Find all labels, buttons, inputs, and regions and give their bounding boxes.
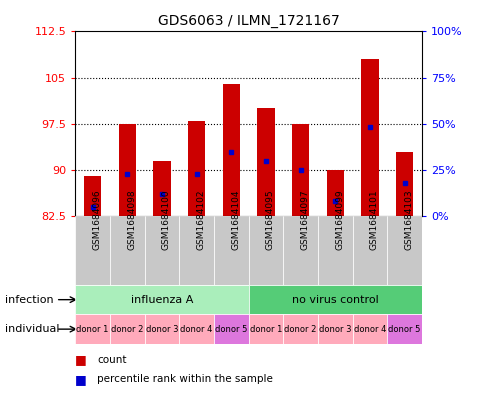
Bar [352, 216, 386, 285]
Text: donor 1: donor 1 [249, 325, 282, 334]
Bar [361, 59, 378, 216]
Text: donor 4: donor 4 [180, 325, 212, 334]
Bar [75, 216, 109, 285]
Bar [179, 216, 213, 285]
Text: donor 4: donor 4 [353, 325, 385, 334]
Bar [352, 314, 386, 344]
Bar [248, 285, 421, 314]
Text: influenza A: influenza A [130, 295, 193, 305]
Bar [109, 314, 144, 344]
Bar [326, 170, 343, 216]
Text: ■: ■ [75, 373, 87, 386]
Text: donor 3: donor 3 [145, 325, 178, 334]
Bar [248, 216, 283, 285]
Bar [318, 216, 352, 285]
Bar [318, 314, 352, 344]
Text: GSM1684099: GSM1684099 [334, 189, 344, 250]
Bar [75, 314, 109, 344]
Bar [144, 216, 179, 285]
Bar [213, 216, 248, 285]
Text: GSM1684097: GSM1684097 [300, 189, 309, 250]
Bar [144, 314, 179, 344]
Bar [179, 314, 213, 344]
Bar [248, 314, 283, 344]
Text: GSM1684103: GSM1684103 [404, 189, 413, 250]
Text: GSM1684096: GSM1684096 [92, 189, 101, 250]
Text: GSM1684102: GSM1684102 [196, 189, 205, 250]
Bar [75, 285, 248, 314]
Text: donor 5: donor 5 [388, 325, 420, 334]
Text: count: count [97, 354, 126, 365]
Bar [213, 314, 248, 344]
Bar [187, 121, 205, 216]
Text: donor 5: donor 5 [214, 325, 247, 334]
Text: GSM1684098: GSM1684098 [127, 189, 136, 250]
Bar [283, 216, 318, 285]
Bar [84, 176, 101, 216]
Text: donor 1: donor 1 [76, 325, 108, 334]
Text: donor 3: donor 3 [318, 325, 351, 334]
Text: infection: infection [5, 295, 53, 305]
Bar [153, 161, 170, 216]
Text: GSM1684095: GSM1684095 [265, 189, 274, 250]
Bar [257, 108, 274, 216]
Text: individual: individual [5, 324, 59, 334]
Bar [118, 124, 136, 216]
Bar [395, 151, 412, 216]
Text: donor 2: donor 2 [284, 325, 316, 334]
Text: donor 2: donor 2 [111, 325, 143, 334]
Text: GSM1684104: GSM1684104 [231, 189, 240, 250]
Text: GSM1684101: GSM1684101 [369, 189, 378, 250]
Text: GSM1684100: GSM1684100 [162, 189, 170, 250]
Text: ■: ■ [75, 353, 87, 366]
Text: no virus control: no virus control [291, 295, 378, 305]
Title: GDS6063 / ILMN_1721167: GDS6063 / ILMN_1721167 [157, 14, 339, 28]
Bar [386, 314, 421, 344]
Text: percentile rank within the sample: percentile rank within the sample [97, 374, 272, 384]
Bar [283, 314, 318, 344]
Bar [109, 216, 144, 285]
Bar [386, 216, 421, 285]
Bar [291, 124, 309, 216]
Bar [222, 84, 240, 216]
